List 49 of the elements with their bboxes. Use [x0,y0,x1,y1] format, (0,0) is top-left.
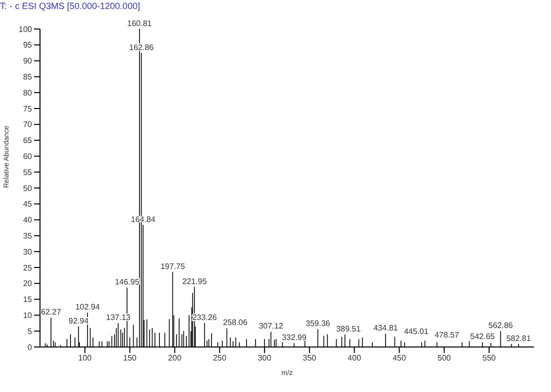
annotation: 160.81 [127,19,152,28]
y-tick-label: 15 [23,295,33,304]
x-tick-label: 400 [348,354,362,363]
annotation: 582.81 [506,334,532,343]
x-tick-label: 150 [123,354,138,363]
x-tick-label: 500 [438,354,452,363]
x-tick-label: 100 [78,354,92,363]
y-tick-label: 65 [23,136,33,146]
x-tick-label: 550 [482,354,496,363]
x-tick-label: 450 [392,354,406,363]
y-tick-label: 90 [23,56,33,66]
x-tick-label: 250 [212,354,227,363]
y-tick-label: 60 [23,152,33,162]
x-tick-label: 350 [302,354,317,363]
y-tick-label: 0 [28,342,33,352]
y-tick-label: 25 [23,263,33,272]
annotation: 197.75 [160,262,186,271]
annotation: 307.12 [258,322,284,331]
y-tick-label: 10 [23,311,33,320]
y-tick-label: 35 [23,232,33,241]
y-tick-label: 50 [23,184,33,193]
y-tick-label: 75 [23,104,33,114]
annotation: 221.95 [182,276,208,286]
annotation: 445.01 [404,326,430,336]
x-tick-label: 200 [168,354,182,363]
annotation: 359.36 [306,319,331,328]
annotation: 146.95 [114,278,140,287]
x-tick-label: 300 [258,354,272,363]
annotation: 478.57 [434,330,460,340]
annotation: 258.06 [222,318,248,328]
y-tick-label: 20 [23,279,33,288]
annotation: 389.51 [336,324,362,334]
y-tick-label: 85 [23,72,33,82]
y-tick-label: 5 [28,326,33,336]
y-tick-label: 30 [23,247,33,256]
annotation: 102.94 [75,302,100,312]
annotation: 332.99 [282,333,307,342]
y-tick-label: 45 [23,200,33,209]
annotation: 434.81 [373,324,398,333]
y-tick-label: 40 [23,216,33,225]
y-tick-label: 80 [23,88,33,98]
annotation: 562.86 [488,321,514,330]
y-tick-label: 55 [23,168,33,177]
annotation: 542.65 [470,332,496,342]
annotation: 62.27 [41,308,62,317]
chart-title: T: - c ESI Q3MS [50.000-1200.000] [0,0,142,13]
y-tick-label: 70 [23,120,33,130]
y-tick-label: 95 [23,40,33,50]
y-tick-label: 100 [18,24,33,34]
